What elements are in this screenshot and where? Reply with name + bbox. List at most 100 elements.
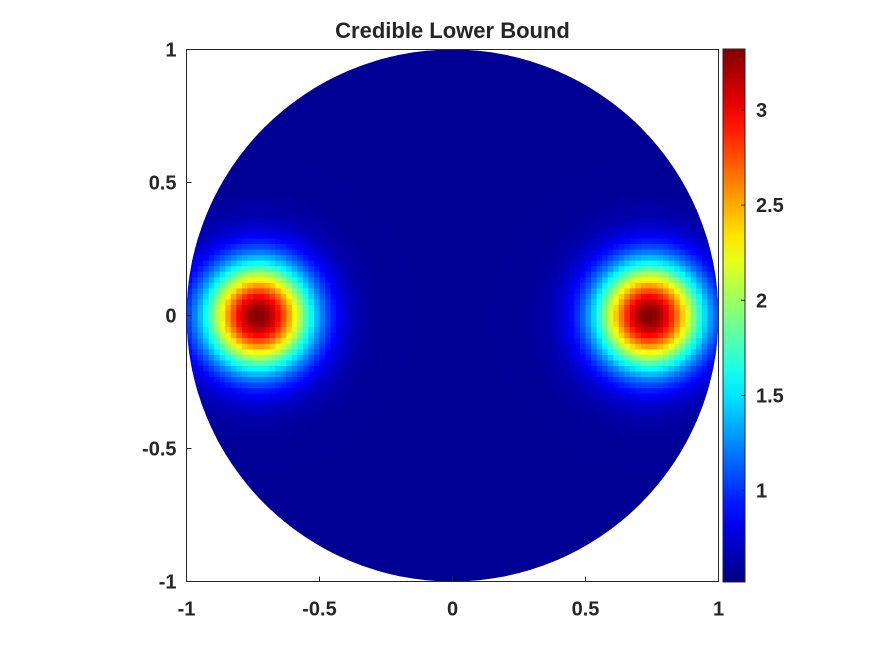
heatmap-cell (358, 199, 365, 206)
heatmap-cell (341, 199, 348, 206)
heatmap-cell (402, 293, 409, 300)
heatmap-cell (391, 426, 398, 433)
heatmap-cell (491, 254, 498, 261)
heatmap-cell (319, 404, 326, 411)
heatmap-cell (502, 498, 509, 505)
heatmap-cell (496, 509, 503, 516)
heatmap-cell (435, 476, 443, 483)
heatmap-cell (336, 476, 343, 483)
heatmap-cell (491, 326, 498, 333)
heatmap-cell (496, 116, 503, 123)
heatmap-cell (397, 77, 404, 84)
heatmap-cell (435, 171, 443, 178)
heatmap-cell (203, 332, 210, 339)
heatmap-cell (319, 204, 326, 211)
heatmap-cell (280, 509, 287, 516)
heatmap-cell (519, 176, 526, 184)
heatmap-cell (230, 337, 237, 344)
heatmap-cell (374, 415, 382, 422)
heatmap-cell (480, 193, 487, 200)
heatmap-cell (496, 476, 503, 483)
heatmap-cell (458, 376, 465, 383)
heatmap-cell (291, 343, 298, 350)
heatmap-cell (241, 359, 249, 366)
heatmap-cell (253, 204, 260, 211)
heatmap-cell (419, 564, 426, 572)
heatmap-cell (469, 393, 476, 400)
heatmap-cell (203, 415, 210, 422)
heatmap-cell (435, 304, 443, 311)
heatmap-cell (369, 210, 376, 217)
heatmap-cell (463, 276, 470, 283)
heatmap-cell (297, 420, 304, 427)
heatmap-cell (358, 537, 365, 544)
heatmap-cell (269, 243, 276, 250)
heatmap-cell (485, 204, 492, 211)
heatmap-cell (214, 215, 221, 222)
heatmap-cell (347, 182, 354, 189)
heatmap-cell (463, 387, 470, 394)
heatmap-cell (485, 542, 492, 549)
heatmap-cell (253, 376, 260, 383)
heatmap-cell (203, 287, 210, 294)
heatmap-cell (369, 370, 376, 378)
heatmap-cell (386, 315, 393, 322)
heatmap-cell (286, 326, 293, 333)
heatmap-cell (319, 88, 326, 95)
heatmap-cell (408, 138, 415, 145)
heatmap-cell (397, 282, 404, 289)
heatmap-cell (325, 176, 332, 184)
heatmap-cell (413, 226, 420, 233)
heatmap-cell (469, 321, 476, 328)
heatmap-cell (341, 315, 348, 322)
heatmap-cell (491, 204, 498, 211)
heatmap-cell (496, 110, 503, 117)
heatmap-cell (214, 260, 221, 267)
heatmap-cell (264, 348, 271, 355)
heatmap-cell (302, 509, 310, 516)
heatmap-cell (469, 149, 476, 156)
heatmap-cell (441, 553, 448, 560)
heatmap-cell (513, 487, 520, 494)
heatmap-cell (275, 481, 282, 488)
heatmap-cell (275, 254, 282, 261)
heatmap-cell (225, 204, 232, 211)
heatmap-cell (491, 370, 498, 378)
heatmap-cell (236, 282, 243, 289)
heatmap-cell (519, 210, 526, 217)
heatmap-cell (241, 431, 249, 439)
heatmap-cell (275, 265, 282, 272)
heatmap-cell (363, 326, 370, 333)
heatmap-cell (280, 116, 287, 123)
heatmap-cell (330, 393, 337, 400)
heatmap-cell (496, 127, 503, 134)
heatmap-cell (513, 260, 520, 267)
heatmap-cell (413, 420, 420, 427)
heatmap-cell (452, 498, 459, 505)
heatmap-cell (502, 476, 509, 483)
heatmap-cell (225, 442, 232, 450)
heatmap-cell (358, 448, 365, 455)
heatmap-cell (452, 343, 459, 350)
heatmap-cell (369, 55, 376, 62)
heatmap-cell (469, 420, 476, 427)
heatmap-cell (463, 309, 470, 317)
heatmap-cell (336, 287, 343, 294)
heatmap-cell (391, 193, 398, 200)
heatmap-cell (397, 127, 404, 134)
heatmap-cell (369, 82, 376, 89)
heatmap-cell (430, 82, 437, 89)
heatmap-cell (452, 387, 459, 394)
heatmap-cell (197, 287, 204, 294)
heatmap-cell (336, 437, 343, 444)
heatmap-cell (253, 487, 260, 494)
heatmap-cell (197, 276, 204, 283)
heatmap-cell (264, 193, 271, 200)
heatmap-cell (519, 193, 526, 200)
heatmap-cell (474, 315, 481, 322)
heatmap-cell (391, 459, 398, 466)
heatmap-cell (219, 232, 226, 239)
heatmap-cell (424, 354, 431, 361)
heatmap-cell (402, 448, 409, 455)
heatmap-cell (264, 210, 271, 217)
